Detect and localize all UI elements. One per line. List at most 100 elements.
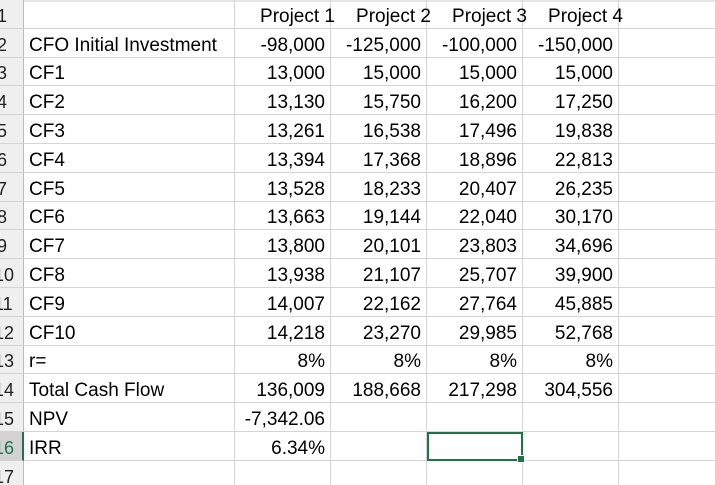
value-cell[interactable]: 22,040 [427,201,523,231]
value-cell[interactable]: 21,107 [331,259,427,288]
value-cell[interactable]: 13,938 [235,259,331,288]
row-label[interactable]: CF7 [24,230,235,260]
value-cell[interactable]: 13,800 [235,230,331,260]
empty-cell[interactable] [619,143,716,173]
empty-cell[interactable] [619,403,716,432]
value-cell[interactable]: 136,009 [235,374,331,404]
value-cell[interactable]: 13,394 [235,143,331,173]
value-cell[interactable]: 8% [523,345,619,375]
value-cell[interactable]: 14,218 [235,316,331,346]
empty-cell[interactable] [619,201,716,231]
header-project-3[interactable]: Project 3 [427,0,527,29]
value-cell[interactable]: 17,496 [427,115,523,144]
value-cell[interactable]: 15,000 [523,57,619,87]
empty-cell[interactable] [619,172,716,202]
value-cell[interactable]: 25,707 [427,259,523,288]
row-header-10[interactable]: 10 [0,259,24,288]
value-cell[interactable]: 15,750 [331,86,427,116]
header-project-4[interactable]: Project 4 [523,0,623,29]
value-cell[interactable]: 45,885 [523,287,619,317]
value-cell[interactable]: 22,813 [523,143,619,173]
value-cell[interactable]: 39,900 [523,259,619,288]
row-header-8[interactable]: 8 [0,201,24,231]
value-cell[interactable]: 8% [331,345,427,375]
value-cell[interactable]: 13,261 [235,115,331,144]
value-cell[interactable]: 188,668 [331,374,427,404]
row-header-6[interactable]: 6 [0,143,24,173]
empty-cell[interactable] [619,57,716,87]
value-cell[interactable]: 52,768 [523,316,619,346]
value-cell[interactable]: 13,000 [235,57,331,87]
selected-cell[interactable] [427,431,525,463]
value-cell[interactable]: 27,764 [427,287,523,317]
row-label[interactable]: CFO Initial Investment [24,28,235,58]
row-header-5[interactable]: 5 [0,115,24,144]
cell-A1[interactable] [24,0,235,29]
value-cell[interactable]: 16,538 [331,115,427,144]
value-cell[interactable]: -98,000 [235,28,331,58]
empty-cell[interactable] [331,460,427,485]
row-label[interactable]: CF2 [24,86,235,116]
header-project-1[interactable]: Project 1 [235,0,335,29]
row-header-4[interactable]: 4 [0,86,24,116]
value-cell[interactable]: 34,696 [523,230,619,260]
value-cell[interactable]: 16,200 [427,86,523,116]
value-cell[interactable]: 304,556 [523,374,619,404]
empty-cell[interactable] [619,287,716,317]
value-cell[interactable]: 17,250 [523,86,619,116]
empty-cell[interactable] [619,431,716,461]
row-header-1[interactable]: 1 [0,0,24,29]
row-label[interactable]: CF6 [24,201,235,231]
empty-cell[interactable] [235,460,331,485]
row-header-2[interactable]: 2 [0,28,24,58]
value-cell[interactable]: 19,838 [523,115,619,144]
row-label[interactable]: CF4 [24,143,235,173]
value-cell[interactable] [331,403,427,432]
cell-F1[interactable] [619,0,716,29]
value-cell[interactable]: 14,007 [235,287,331,317]
empty-cell[interactable] [523,460,619,485]
row-header-15[interactable]: 15 [0,403,24,432]
value-cell[interactable]: 8% [235,345,331,375]
value-cell[interactable]: 19,144 [331,201,427,231]
value-cell[interactable]: 8% [427,345,523,375]
empty-cell[interactable] [619,28,716,58]
row-label[interactable]: IRR [24,431,235,461]
value-cell[interactable]: 29,985 [427,316,523,346]
value-cell[interactable]: 20,407 [427,172,523,202]
value-cell[interactable]: 13,130 [235,86,331,116]
value-cell[interactable]: 15,000 [427,57,523,87]
row-header-17[interactable]: 17 [0,460,24,485]
row-label[interactable]: CF9 [24,287,235,317]
value-cell[interactable]: 17,368 [331,143,427,173]
row-label[interactable]: Total Cash Flow [24,374,235,404]
value-cell[interactable] [523,431,619,461]
row-header-14[interactable]: 14 [0,374,24,404]
value-cell[interactable]: 13,663 [235,201,331,231]
row-header-16[interactable]: 16 [0,431,24,461]
value-cell[interactable] [331,431,427,461]
value-cell[interactable]: 30,170 [523,201,619,231]
empty-cell[interactable] [24,460,235,485]
value-cell[interactable]: 23,803 [427,230,523,260]
row-header-13[interactable]: 13 [0,345,24,375]
row-label[interactable]: CF5 [24,172,235,202]
value-cell[interactable]: 18,233 [331,172,427,202]
value-cell[interactable]: -150,000 [523,28,619,58]
value-cell[interactable]: 13,528 [235,172,331,202]
value-cell[interactable]: 217,298 [427,374,523,404]
empty-cell[interactable] [619,316,716,346]
row-label[interactable]: NPV [24,403,235,432]
value-cell[interactable]: -125,000 [331,28,427,58]
value-cell[interactable]: -7,342.06 [235,403,331,432]
value-cell[interactable]: 20,101 [331,230,427,260]
value-cell[interactable]: 22,162 [331,287,427,317]
empty-cell[interactable] [619,345,716,375]
value-cell[interactable]: 18,896 [427,143,523,173]
empty-cell[interactable] [619,230,716,260]
value-cell[interactable] [523,403,619,432]
empty-cell[interactable] [427,460,523,485]
row-label[interactable]: CF10 [24,316,235,346]
value-cell[interactable]: 15,000 [331,57,427,87]
value-cell[interactable]: 26,235 [523,172,619,202]
